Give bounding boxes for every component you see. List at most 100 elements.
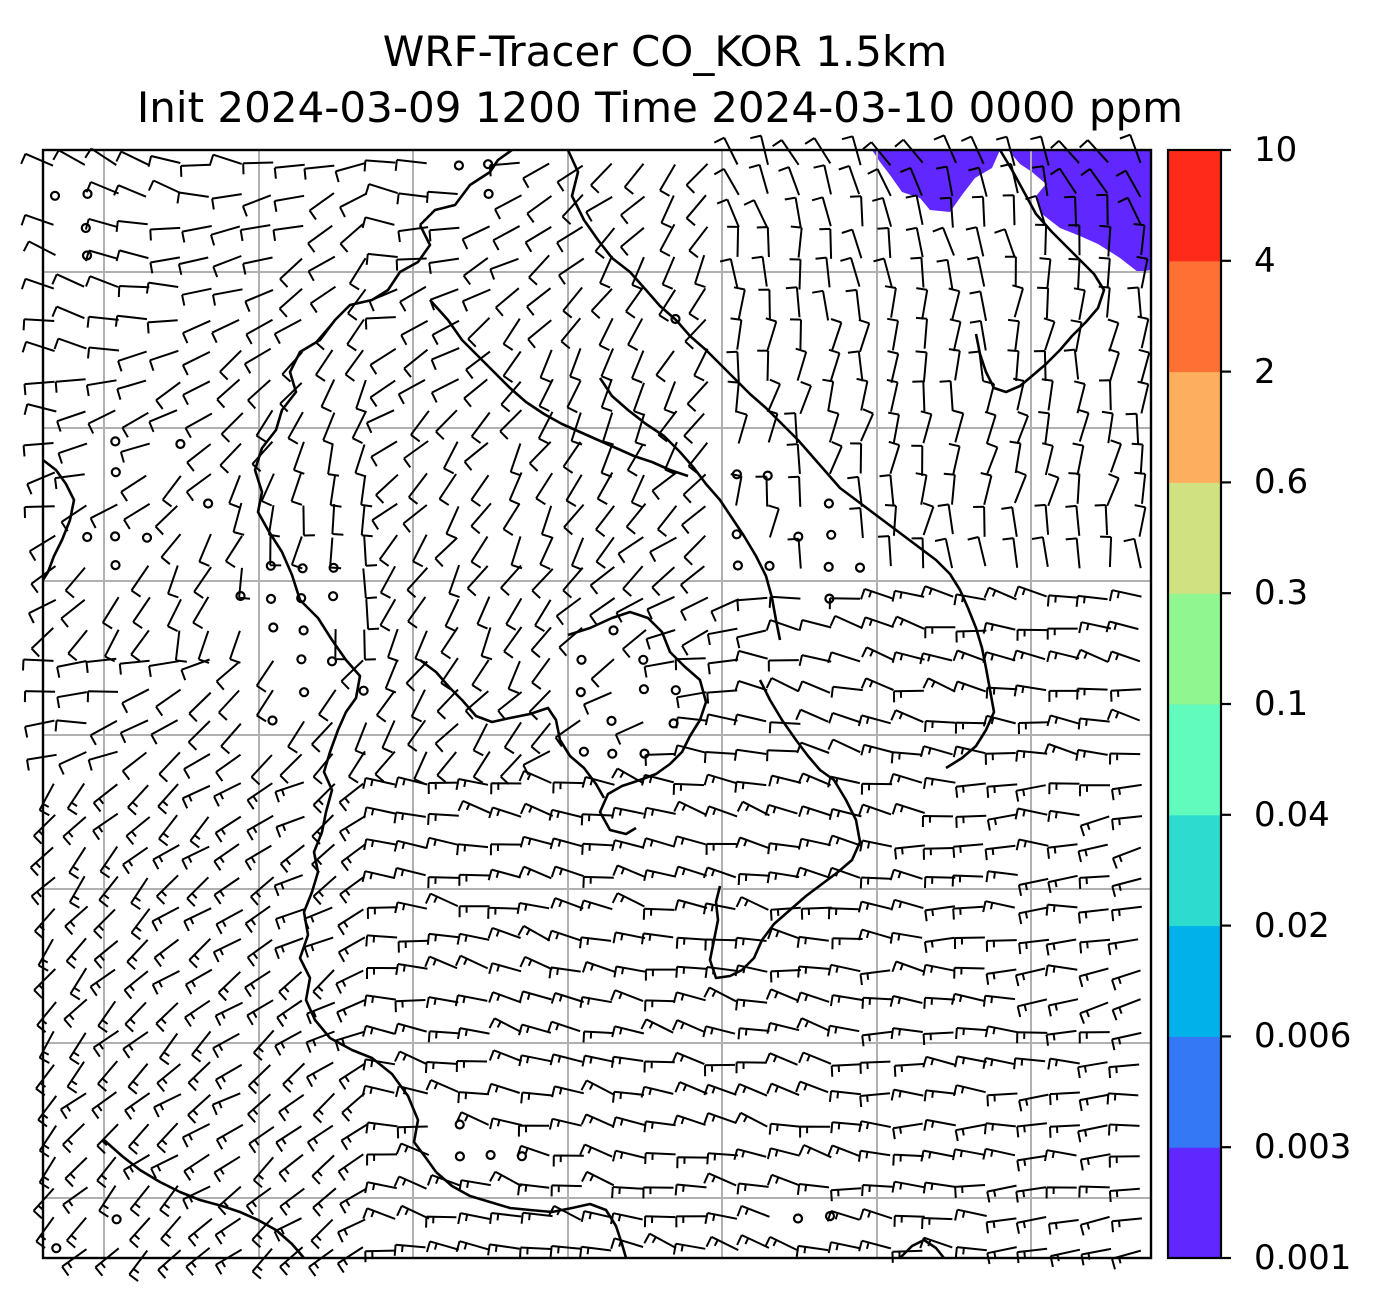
wind-barb	[274, 937, 304, 960]
wind-barb	[683, 412, 705, 445]
wind-barb	[675, 716, 708, 729]
wind-barb	[151, 906, 180, 932]
wind-barb	[117, 285, 150, 298]
colorbar-tick-label: 0.001	[1254, 1238, 1352, 1278]
wind-barb	[673, 800, 707, 816]
wind-barb	[919, 652, 953, 665]
wind-barb	[364, 1249, 396, 1263]
wind-barb	[887, 350, 900, 384]
wind-barb	[640, 1085, 674, 1098]
wind-barb	[148, 409, 178, 433]
wind-barb	[1070, 319, 1083, 352]
colorbar-segment	[1168, 593, 1221, 705]
wind-barb	[681, 629, 709, 656]
calm-wind-circle	[638, 654, 649, 665]
wind-barb	[1068, 257, 1081, 290]
wind-barb	[680, 565, 705, 595]
wind-barb	[623, 163, 645, 195]
wind-barb	[394, 901, 428, 914]
wind-barb	[634, 413, 647, 447]
wind-barb	[828, 1090, 862, 1103]
wind-barb	[187, 1217, 213, 1247]
wind-barb	[425, 1079, 459, 1093]
wind-barb	[158, 751, 181, 783]
wind-barb	[1016, 1031, 1048, 1044]
wind-barb	[916, 287, 929, 320]
wind-barb	[893, 1062, 925, 1077]
calm-wind-circle	[608, 625, 619, 636]
colorbar-tick-label: 0.6	[1254, 462, 1309, 503]
wind-barb	[826, 866, 861, 879]
wind-barb	[502, 503, 521, 536]
wind-barb	[919, 1236, 953, 1249]
coastline-north-china-coast	[253, 148, 513, 1173]
wind-barb	[579, 936, 612, 949]
wind-barb	[20, 152, 54, 167]
wind-barb	[685, 163, 709, 194]
wind-barb	[1107, 938, 1139, 956]
wind-barb	[643, 1060, 675, 1073]
calm-wind-circle	[578, 746, 590, 757]
wind-barb	[984, 752, 1016, 765]
wind-barb	[89, 503, 118, 529]
wind-barb	[920, 410, 933, 444]
wind-barb	[64, 905, 89, 936]
wind-barb	[20, 213, 54, 226]
wind-barb	[97, 1000, 117, 1034]
wind-barb	[1018, 938, 1050, 955]
wind-barb	[519, 835, 553, 848]
wind-barb	[363, 806, 396, 819]
wind-barb	[1002, 537, 1019, 568]
wind-barb	[795, 347, 808, 381]
wind-barb	[1046, 627, 1078, 640]
wind-barb	[424, 955, 458, 970]
wind-barb	[366, 967, 398, 979]
wind-barb	[727, 380, 740, 413]
wind-barb	[60, 504, 87, 532]
wind-barb	[1079, 784, 1111, 797]
calm-wind-circle	[265, 593, 277, 605]
wind-barb	[1106, 473, 1120, 507]
wind-barb	[1076, 687, 1108, 700]
wind-barb	[703, 986, 737, 1003]
wind-barb	[934, 537, 954, 569]
wind-barb	[518, 1023, 552, 1036]
wind-barb	[965, 226, 985, 257]
wind-barb	[551, 1085, 585, 1098]
wind-barb	[364, 316, 396, 330]
wind-barb	[393, 1243, 426, 1256]
calm-wind-circle	[265, 560, 276, 571]
wind-barb	[1016, 628, 1048, 641]
wind-barb	[922, 1031, 954, 1046]
wind-barb	[315, 319, 337, 351]
wind-barb	[1001, 506, 1018, 537]
wind-barb	[1109, 752, 1141, 765]
wind-barb	[826, 1024, 860, 1037]
wind-barb	[703, 1112, 737, 1125]
wind-barb	[921, 815, 954, 828]
calm-wind-circle	[299, 687, 310, 698]
calm-wind-circle	[110, 436, 121, 447]
wind-barb	[734, 780, 767, 793]
wind-barb	[1065, 537, 1081, 569]
wind-barb	[1072, 442, 1085, 476]
wind-barb	[1111, 1217, 1142, 1233]
wind-barb	[861, 996, 894, 1009]
wind-barb	[181, 225, 212, 243]
wind-barb	[985, 870, 1018, 883]
wind-barb	[526, 195, 553, 223]
wind-barb	[735, 998, 768, 1011]
calm-wind-circle	[110, 467, 121, 478]
wind-barb	[888, 411, 900, 445]
wind-barb	[214, 815, 242, 843]
wind-barb	[153, 938, 180, 968]
wind-barb	[674, 1081, 708, 1095]
wind-barb	[427, 812, 459, 825]
wind-barb	[54, 378, 86, 393]
wind-barb	[1043, 743, 1078, 756]
colorbar-segment	[1168, 814, 1221, 927]
calm-wind-circle	[51, 1243, 62, 1254]
wind-barb	[1012, 649, 1046, 662]
wind-barb	[303, 906, 333, 930]
